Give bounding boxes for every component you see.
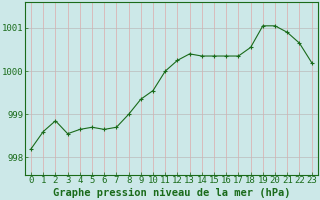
X-axis label: Graphe pression niveau de la mer (hPa): Graphe pression niveau de la mer (hPa) — [52, 188, 290, 198]
